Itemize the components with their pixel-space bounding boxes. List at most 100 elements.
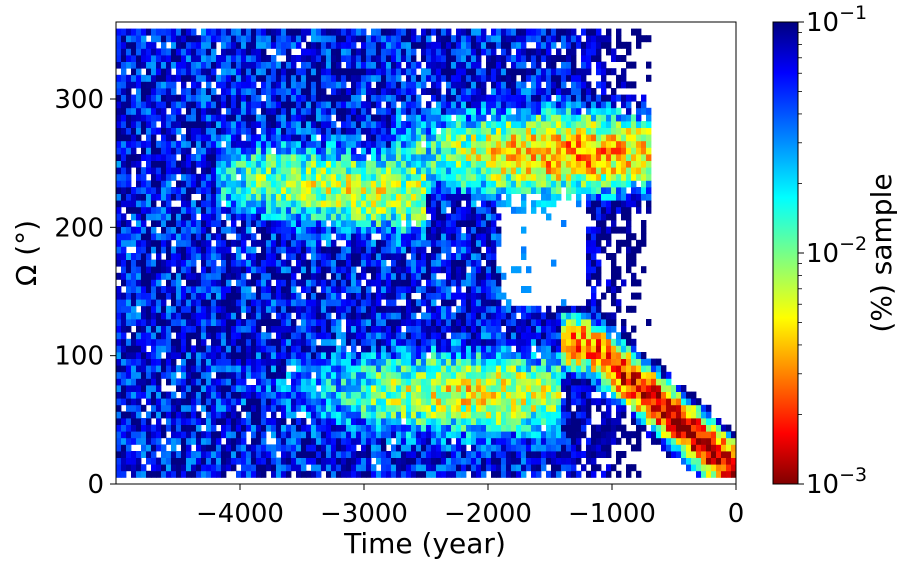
heatmap-cell <box>441 239 447 247</box>
heatmap-cell <box>116 470 122 478</box>
heatmap-cell <box>496 305 502 313</box>
heatmap-cell <box>421 114 427 122</box>
heatmap-cell <box>176 352 182 359</box>
heatmap-cell <box>456 88 462 95</box>
heatmap-cell <box>191 239 197 247</box>
heatmap-cell <box>451 444 457 452</box>
heatmap-cell <box>331 451 337 458</box>
heatmap-cell <box>321 114 327 122</box>
heatmap-cell <box>386 312 392 320</box>
heatmap-cell <box>381 266 387 274</box>
heatmap-cell <box>126 180 132 188</box>
heatmap-cell <box>286 101 292 109</box>
heatmap-cell <box>376 404 382 412</box>
heatmap-cell <box>461 180 467 188</box>
heatmap-cell <box>386 418 392 425</box>
heatmap-cell <box>136 332 142 340</box>
heatmap-cell <box>371 193 377 201</box>
heatmap-cell <box>201 352 207 359</box>
heatmap-cell <box>221 444 227 452</box>
heatmap-cell <box>411 107 417 115</box>
heatmap-cell <box>236 55 242 62</box>
heatmap-cell <box>141 55 147 62</box>
heatmap-cell <box>316 213 322 221</box>
heatmap-cell <box>296 391 302 399</box>
heatmap-cell <box>391 74 397 82</box>
heatmap-cell <box>411 451 417 458</box>
heatmap-cell <box>441 48 447 56</box>
heatmap-cell <box>296 279 302 287</box>
heatmap-cell <box>266 365 272 373</box>
heatmap-cell <box>341 134 347 142</box>
heatmap-cell <box>481 418 487 425</box>
heatmap-cell <box>261 200 267 208</box>
heatmap-cell <box>121 279 127 287</box>
heatmap-cell <box>131 226 137 234</box>
heatmap-cell <box>396 464 402 472</box>
heatmap-cell <box>356 81 362 89</box>
heatmap-cell <box>481 74 487 82</box>
heatmap-cell <box>351 319 357 326</box>
heatmap-cell <box>396 319 402 326</box>
heatmap-cell <box>386 167 392 175</box>
heatmap-cell <box>456 48 462 56</box>
heatmap-cell <box>286 338 292 346</box>
heatmap-cell <box>141 41 147 49</box>
heatmap-cell <box>286 81 292 89</box>
heatmap-cell <box>406 121 412 128</box>
heatmap-cell <box>356 193 362 201</box>
heatmap-cell <box>446 233 452 241</box>
heatmap-cell <box>321 253 327 260</box>
heatmap-cell <box>146 81 152 89</box>
heatmap-cell <box>291 160 297 168</box>
heatmap-cell <box>481 233 487 241</box>
heatmap-cell <box>401 431 407 439</box>
heatmap-cell <box>261 28 267 36</box>
heatmap-cell <box>376 437 382 445</box>
heatmap-cell <box>406 74 412 82</box>
heatmap-cell <box>221 286 227 293</box>
heatmap-cell <box>481 299 487 307</box>
heatmap-cell <box>236 431 242 439</box>
heatmap-cell <box>326 233 332 241</box>
heatmap-cell <box>461 279 467 287</box>
heatmap-cell <box>326 226 332 234</box>
heatmap-cell <box>411 398 417 406</box>
heatmap-cell <box>386 292 392 300</box>
heatmap-cell <box>476 424 482 432</box>
heatmap-cell <box>391 266 397 274</box>
heatmap-cell <box>321 94 327 102</box>
heatmap-cell <box>336 444 342 452</box>
heatmap-cell <box>201 345 207 353</box>
heatmap-cell <box>206 193 212 201</box>
heatmap-cell <box>181 160 187 168</box>
heatmap-cell <box>221 88 227 95</box>
heatmap-cell <box>421 345 427 353</box>
heatmap-cell <box>481 41 487 49</box>
heatmap-cell <box>156 404 162 412</box>
heatmap-cell <box>281 200 287 208</box>
heatmap-cell <box>291 107 297 115</box>
heatmap-cell <box>341 187 347 194</box>
heatmap-cell <box>456 246 462 254</box>
heatmap-cell <box>501 81 507 89</box>
heatmap-cell <box>291 180 297 188</box>
heatmap-cell <box>136 140 142 148</box>
heatmap-cell <box>131 193 137 201</box>
heatmap-cell <box>286 371 292 379</box>
heatmap-cell <box>266 107 272 115</box>
heatmap-cell <box>216 121 222 128</box>
heatmap-cell <box>161 470 167 478</box>
heatmap-cell <box>266 444 272 452</box>
heatmap-cell <box>451 299 457 307</box>
heatmap-cell <box>166 378 172 386</box>
heatmap-cell <box>301 424 307 432</box>
heatmap-cell <box>161 226 167 234</box>
heatmap-cell <box>251 272 257 280</box>
heatmap-cell <box>271 121 277 128</box>
heatmap-cell <box>371 345 377 353</box>
heatmap-cell <box>201 41 207 49</box>
heatmap-cell <box>426 431 432 439</box>
heatmap-cell <box>216 101 222 109</box>
heatmap-cell <box>426 391 432 399</box>
